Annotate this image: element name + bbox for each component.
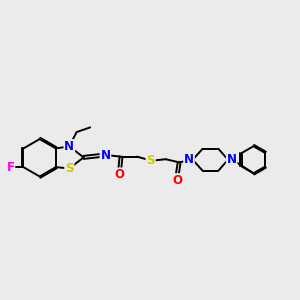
Text: F: F xyxy=(7,160,14,174)
Text: O: O xyxy=(115,168,125,181)
Text: N: N xyxy=(100,149,110,162)
Text: S: S xyxy=(146,154,155,167)
Text: N: N xyxy=(64,140,74,153)
Text: O: O xyxy=(172,174,182,187)
Text: N: N xyxy=(226,153,237,166)
Text: N: N xyxy=(184,153,194,166)
Text: S: S xyxy=(65,162,74,175)
